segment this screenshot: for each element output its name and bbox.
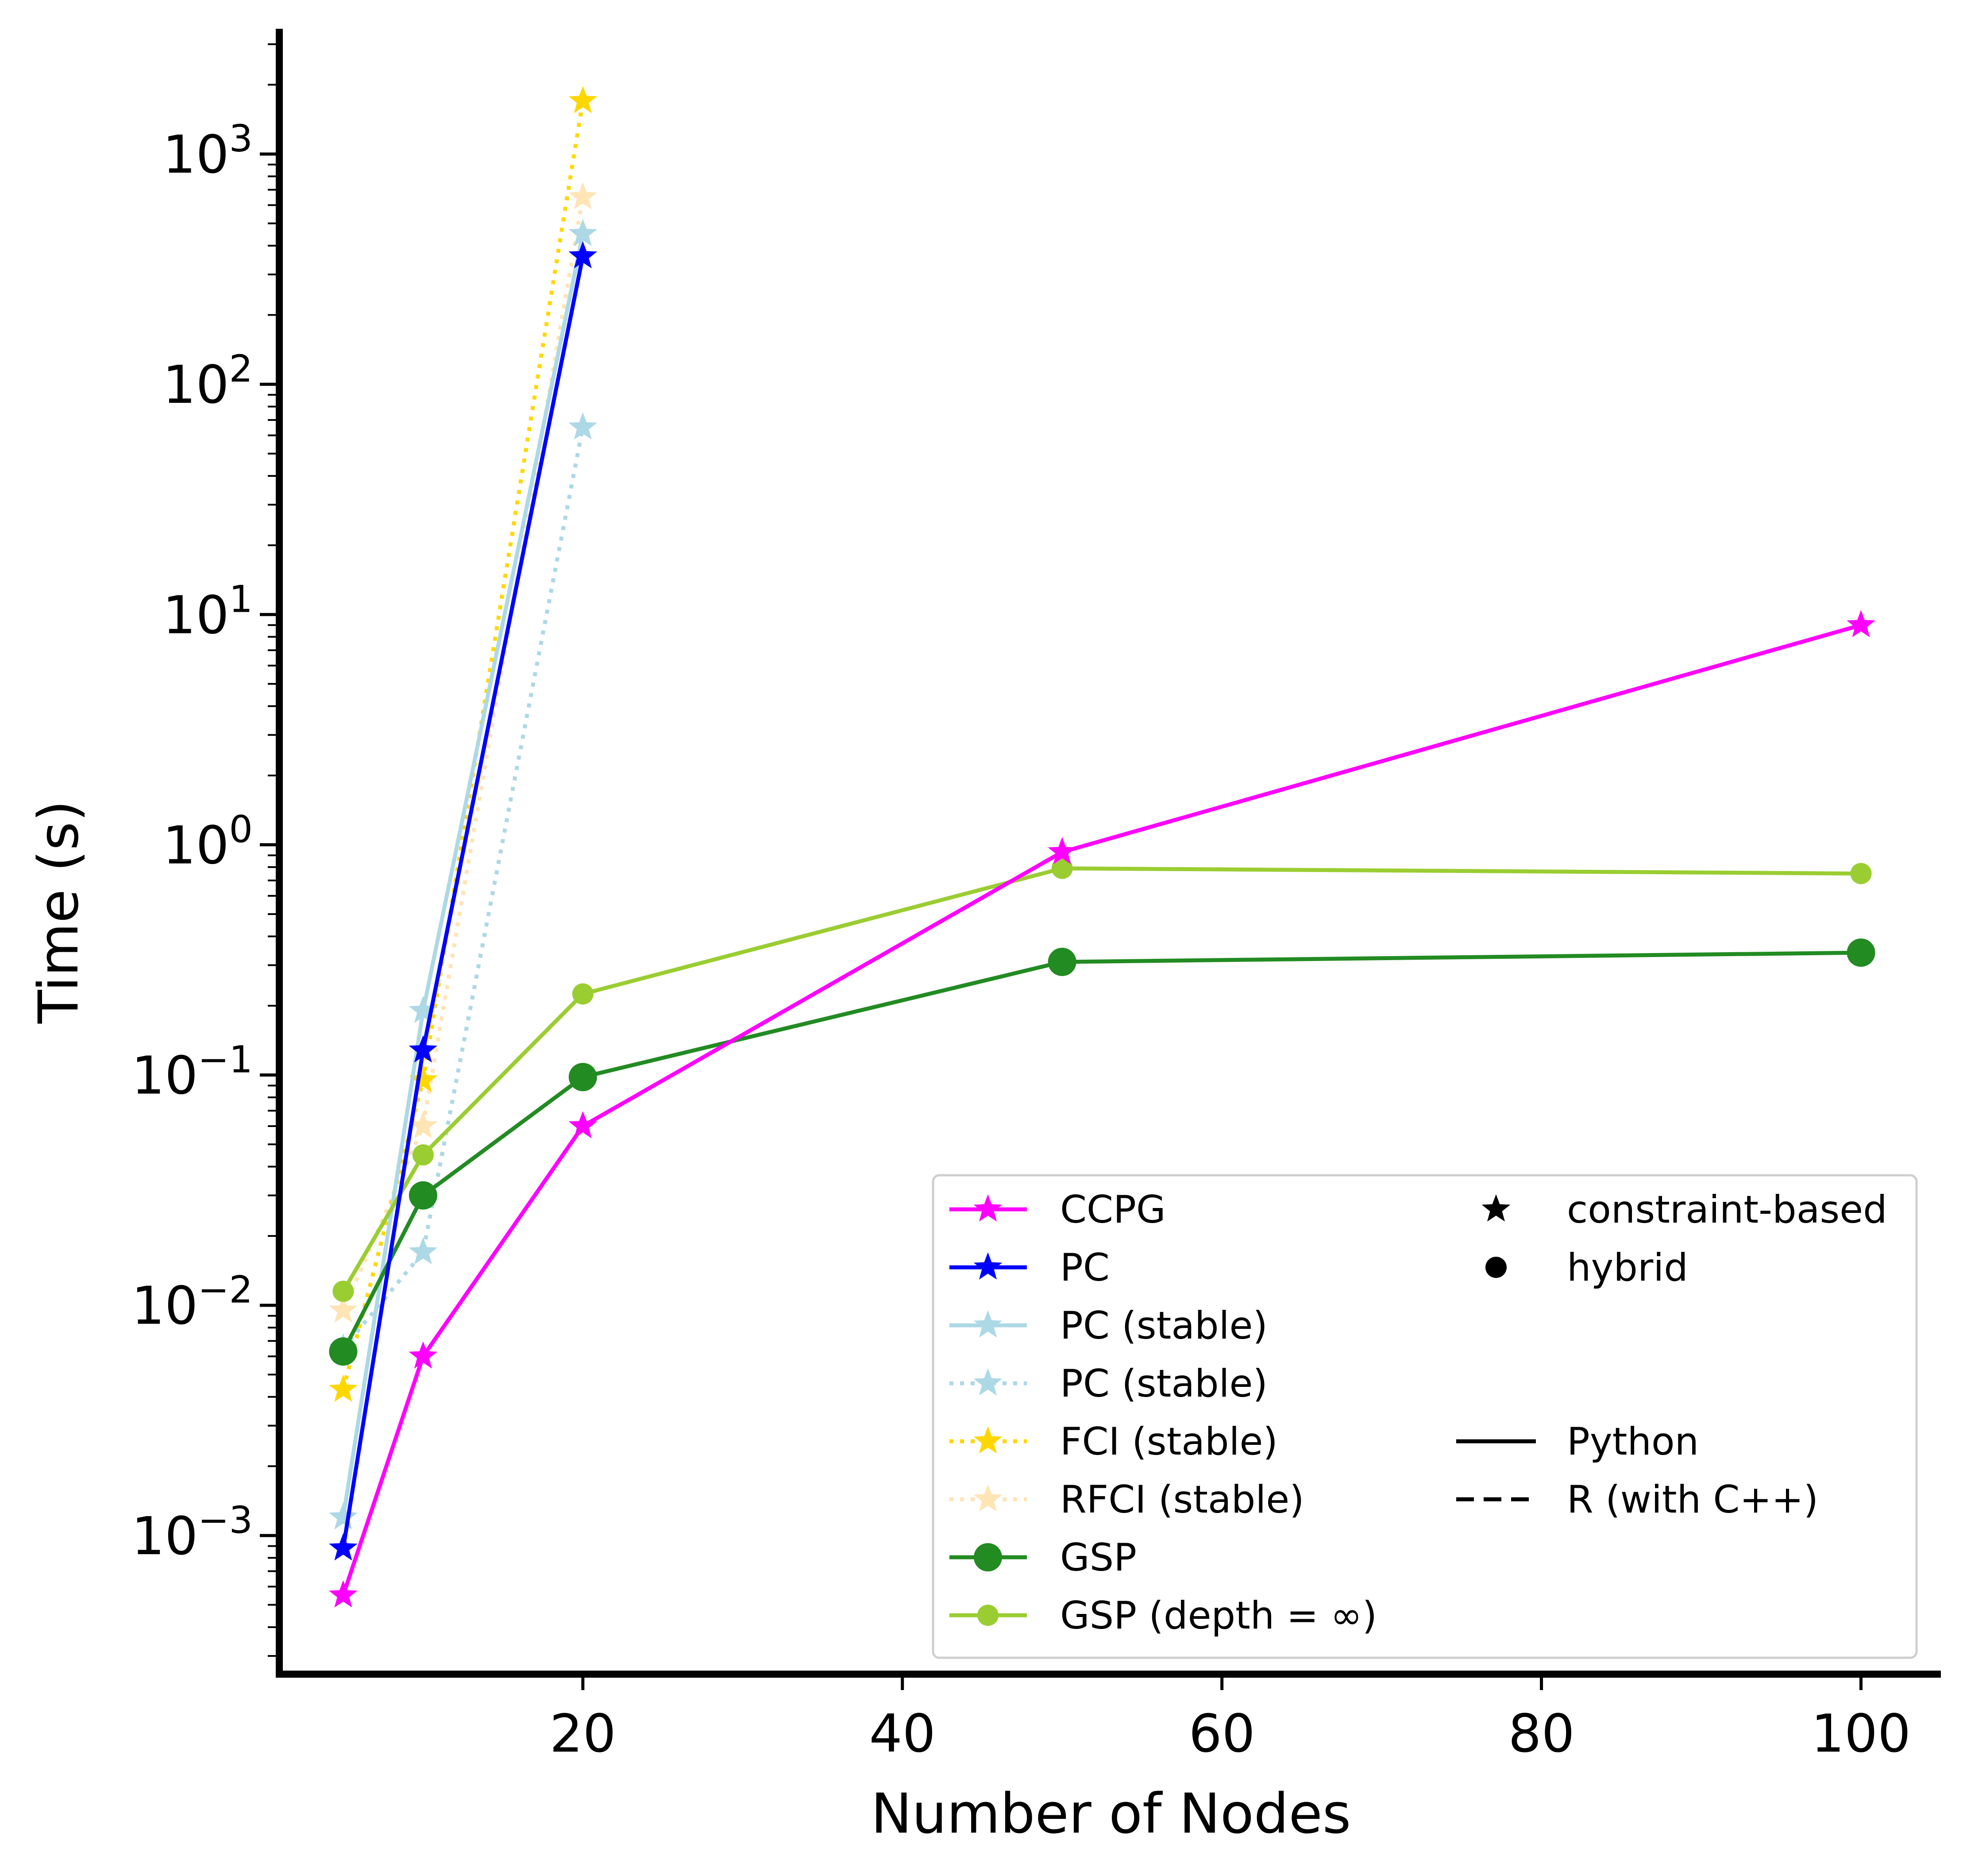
legend-label: GSP <box>1060 1536 1137 1580</box>
legend-swatch-marker <box>973 1310 1003 1338</box>
data-point <box>1847 610 1875 637</box>
series-line <box>341 427 585 1350</box>
y-tick-label: 100 <box>162 807 253 876</box>
data-point <box>409 1035 438 1063</box>
y-tick-label: 101 <box>162 577 253 645</box>
data-point <box>1048 837 1076 865</box>
legend-swatch-marker <box>973 1484 1003 1512</box>
legend-label: RFCI (stable) <box>1060 1478 1304 1522</box>
data-point <box>329 1337 358 1366</box>
series-line <box>341 197 585 1312</box>
legend-label: R (with C++) <box>1567 1478 1818 1522</box>
data-point <box>568 1111 598 1139</box>
x-tick-label: 80 <box>1508 1703 1575 1764</box>
legend-label: PC (stable) <box>1060 1362 1268 1406</box>
ticks-layer: 20 40 60 80 100 10−3 10−2 10−1 100 101 102 103 <box>131 43 1911 1764</box>
legend-label: PC (stable) <box>1060 1304 1268 1348</box>
legend-label: GSP (depth = ∞) <box>1060 1594 1377 1638</box>
legend-entry: FCI (stable) <box>949 1420 1278 1464</box>
x-tick-label: 60 <box>1189 1703 1255 1764</box>
legend-swatch-marker <box>977 1605 999 1626</box>
data-point <box>1048 947 1076 976</box>
data-point <box>1850 863 1872 884</box>
legend-label: hybrid <box>1567 1246 1688 1290</box>
legend-marker-symbol <box>1485 1257 1507 1278</box>
legend-style-entry: Python <box>1456 1420 1699 1464</box>
legend-entry: GSP <box>949 1536 1137 1580</box>
legend-swatch-marker <box>973 1426 1003 1454</box>
y-tick-label: 10−1 <box>131 1038 253 1106</box>
data-point <box>409 1237 438 1265</box>
series-2 <box>329 86 598 1402</box>
data-point <box>568 1063 597 1092</box>
legend-marker-entry: constraint-based <box>1481 1188 1887 1232</box>
data-point <box>409 1065 438 1092</box>
data-point <box>568 182 598 209</box>
legend-marker-entry: hybrid <box>1485 1246 1688 1290</box>
data-point <box>329 1580 358 1608</box>
legend-marker-symbol <box>1481 1194 1511 1222</box>
series-7 <box>329 610 1875 1608</box>
series-4 <box>329 938 1875 1366</box>
legend: CCPG PC PC (stable) PC (stable) FCI (stable)… <box>932 1174 1918 1659</box>
legend-style-entry: R (with C++) <box>1456 1478 1818 1522</box>
data-point <box>329 1533 358 1561</box>
legend-label: CCPG <box>1060 1188 1166 1232</box>
legend-entry: CCPG <box>949 1188 1166 1232</box>
data-point <box>572 983 594 1005</box>
data-point <box>412 1144 434 1166</box>
y-axis-label: Time (s) <box>27 800 91 1024</box>
axes-layer <box>276 29 1941 1678</box>
y-tick-label: 103 <box>162 117 253 185</box>
data-point <box>1847 938 1875 967</box>
data-point <box>409 1181 437 1210</box>
legend-swatch-marker <box>973 1194 1003 1222</box>
series-line <box>341 100 585 1390</box>
data-point <box>329 1374 358 1402</box>
data-point <box>568 412 598 440</box>
legend-swatch-marker <box>973 1368 1003 1396</box>
data-point <box>568 219 598 246</box>
y-tick-label: 102 <box>162 347 253 415</box>
data-point <box>568 86 598 113</box>
legend-entry: GSP (depth = ∞) <box>949 1594 1377 1638</box>
legend-label: FCI (stable) <box>1060 1420 1278 1464</box>
y-tick-label: 10−3 <box>131 1498 253 1567</box>
legend-entry: PC (stable) <box>949 1304 1268 1348</box>
legend-swatch-marker <box>974 1543 1002 1571</box>
legend-entry: PC <box>949 1246 1110 1290</box>
data-point <box>332 1281 354 1302</box>
x-axis-label: Number of Nodes <box>871 1782 1351 1846</box>
x-tick-label: 100 <box>1811 1703 1911 1764</box>
legend-label: PC <box>1060 1246 1110 1290</box>
series-0 <box>329 412 598 1361</box>
data-point <box>1051 857 1073 879</box>
data-point <box>409 1341 438 1369</box>
legend-entry: RFCI (stable) <box>949 1478 1304 1522</box>
legend-entry: PC (stable) <box>949 1362 1268 1406</box>
data-point <box>409 1111 438 1139</box>
x-tick-label: 20 <box>550 1703 616 1764</box>
series-layer <box>329 86 1875 1608</box>
data-point <box>329 1502 358 1530</box>
legend-frame <box>932 1174 1918 1659</box>
series-6 <box>329 241 598 1561</box>
legend-label: Python <box>1567 1420 1699 1464</box>
data-point <box>329 1295 358 1323</box>
data-point <box>568 241 598 269</box>
x-tick-label: 40 <box>869 1703 936 1764</box>
series-5 <box>332 857 1872 1302</box>
legend-label: constraint-based <box>1567 1188 1887 1232</box>
legend-swatch-marker <box>973 1252 1003 1280</box>
series-3 <box>329 219 598 1530</box>
data-point <box>409 996 438 1023</box>
y-tick-label: 10−2 <box>131 1268 253 1336</box>
